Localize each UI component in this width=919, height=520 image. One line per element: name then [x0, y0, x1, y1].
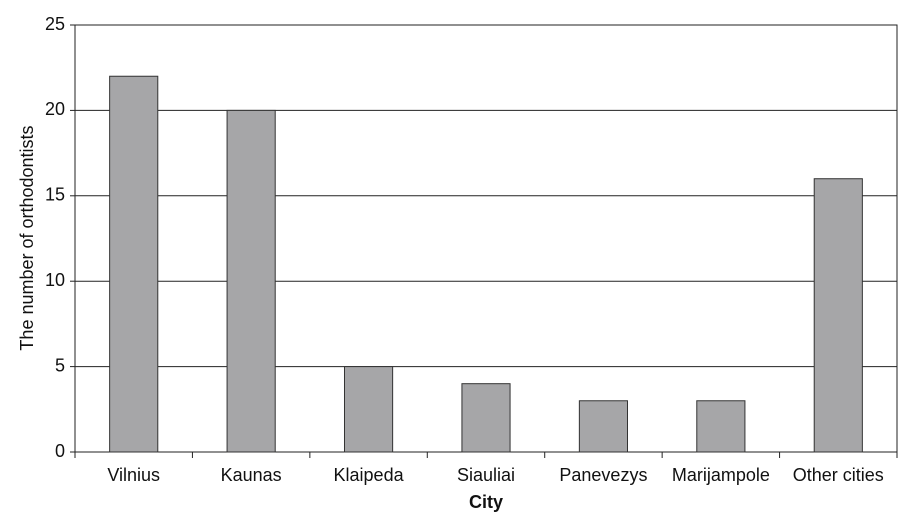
y-tick-label: 5 — [55, 355, 65, 375]
x-tick-label: Marijampole — [672, 465, 770, 485]
x-axis-label: City — [469, 492, 503, 512]
y-tick-label: 20 — [45, 99, 65, 119]
bar — [343, 366, 394, 453]
x-tick-label: Vilnius — [107, 465, 160, 485]
bar — [578, 400, 629, 453]
y-tick-label: 10 — [45, 270, 65, 290]
bar — [461, 383, 511, 453]
y-axis-label: The number of orthodontists — [17, 125, 37, 350]
x-tick-label: Panevezys — [559, 465, 647, 485]
bar — [813, 178, 863, 453]
y-tick-label: 15 — [45, 185, 65, 205]
x-tick-label: Klaipeda — [334, 465, 405, 485]
x-tick-label: Kaunas — [221, 465, 282, 485]
x-tick-label: Other cities — [793, 465, 884, 485]
y-tick-label: 25 — [45, 14, 65, 34]
x-tick-label: Siauliai — [457, 465, 515, 485]
bar — [696, 400, 746, 453]
bar — [226, 109, 276, 453]
y-tick-label: 0 — [55, 441, 65, 461]
bar — [109, 75, 159, 453]
